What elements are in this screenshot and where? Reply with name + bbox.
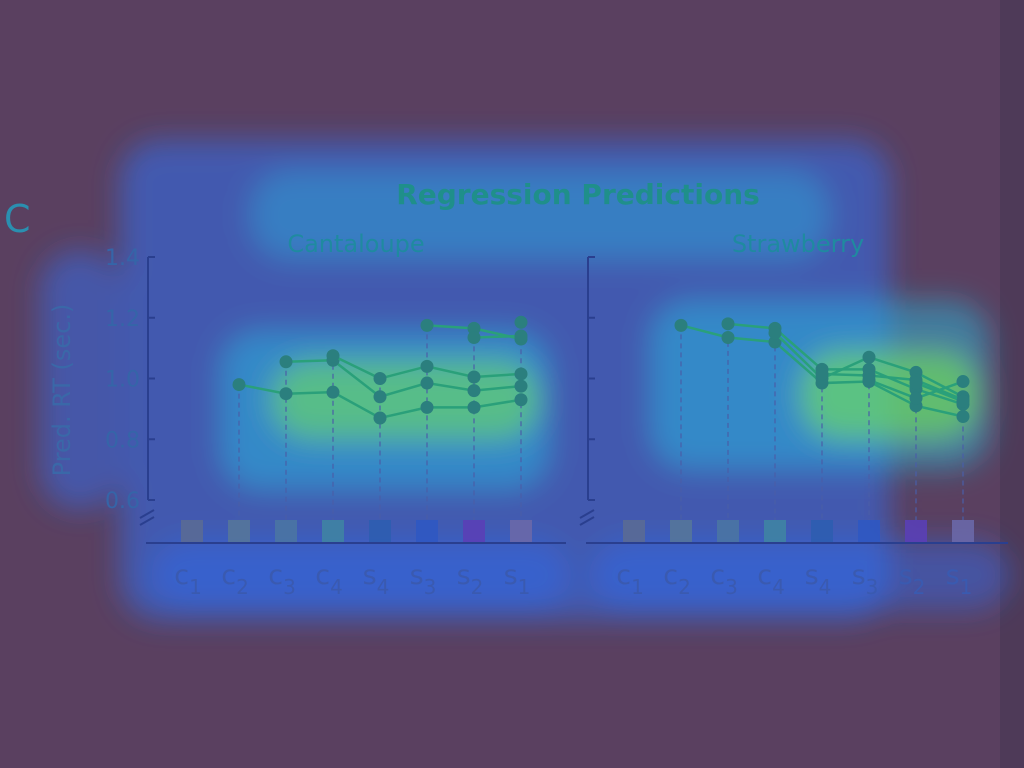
data-point	[721, 317, 735, 331]
panel-title: Cantaloupe	[287, 230, 424, 258]
data-point	[326, 349, 340, 363]
data-point	[420, 359, 434, 373]
category-square	[811, 520, 833, 542]
y-tick-label: 1.0	[105, 368, 140, 393]
category-square	[623, 520, 645, 542]
heat-blob	[40, 250, 120, 510]
axis-break-mark	[139, 509, 155, 526]
heat-blob	[800, 350, 980, 440]
category-square	[228, 520, 250, 542]
heat-blob	[150, 540, 570, 610]
panel-title: Strawberry	[732, 230, 864, 258]
data-point	[373, 390, 387, 404]
data-point	[467, 400, 481, 414]
data-point	[467, 370, 481, 384]
data-point	[956, 409, 970, 423]
data-point	[956, 375, 970, 389]
data-point	[420, 376, 434, 390]
heat-blob	[250, 170, 830, 260]
x-tick-label: c4	[757, 560, 785, 599]
y-tick-label: 0.8	[105, 428, 140, 453]
right-edge-band	[1000, 0, 1024, 768]
data-point	[279, 355, 293, 369]
data-point	[862, 350, 876, 364]
x-tick-label: c2	[663, 560, 691, 599]
x-tick-label: s2	[457, 560, 484, 599]
data-point	[514, 379, 528, 393]
data-point	[467, 321, 481, 335]
category-square	[510, 520, 532, 542]
category-square	[275, 520, 297, 542]
y-tick-label: 0.6	[105, 489, 140, 514]
data-point	[514, 329, 528, 343]
data-point	[467, 330, 481, 344]
data-point	[373, 372, 387, 385]
data-point	[373, 411, 387, 425]
x-tick-label: s2	[899, 560, 926, 599]
heat-blob	[590, 540, 1010, 610]
saliency-heat-layer	[40, 140, 1010, 620]
x-tick-label: c2	[221, 560, 249, 599]
category-square	[416, 520, 438, 542]
category-square	[181, 520, 203, 542]
data-point	[674, 318, 688, 332]
panel-letter: C	[4, 197, 31, 241]
chart-layer: Cantaloupe 0.6 0.8 1.0 1.2 1.4 Pred. RT (sec.)…	[48, 230, 1008, 599]
y-tick-label: 1.2	[105, 307, 140, 332]
data-point	[815, 367, 829, 381]
x-tick-label: s3	[410, 560, 437, 599]
x-tick-label: c4	[315, 560, 343, 599]
series-line	[915, 381, 964, 403]
category-square	[905, 520, 927, 542]
category-square	[463, 520, 485, 542]
category-square	[322, 520, 344, 542]
y-tick-label: 1.4	[105, 246, 140, 271]
x-tick-label: s4	[805, 560, 832, 599]
series-line	[285, 359, 522, 399]
series-line	[727, 322, 964, 406]
category-square	[952, 520, 974, 542]
data-point	[956, 394, 970, 408]
x-tick-label: s4	[363, 560, 390, 599]
data-point	[232, 378, 246, 392]
data-point	[420, 318, 434, 332]
x-tick-label: c3	[710, 560, 738, 599]
data-point	[420, 400, 434, 414]
x-tick-label: s1	[504, 560, 531, 599]
x-tick-label: s3	[852, 560, 879, 599]
data-point	[721, 330, 735, 344]
category-square	[369, 520, 391, 542]
data-point	[909, 391, 923, 405]
category-square	[670, 520, 692, 542]
data-point	[514, 367, 528, 381]
figure-title: Regression Predictions	[396, 178, 760, 211]
x-tick-label: c1	[174, 560, 202, 599]
data-point	[768, 335, 782, 349]
data-point	[514, 393, 528, 407]
panel-cantaloupe: Cantaloupe 0.6 0.8 1.0 1.2 1.4 Pred. RT (sec.)…	[48, 230, 566, 599]
category-square	[858, 520, 880, 542]
data-point	[768, 326, 782, 340]
category-square	[717, 520, 739, 542]
panel-strawberry: Strawberry c1 c2 c3 c4 s4 s3 s2 s1	[579, 230, 1008, 599]
data-point	[862, 373, 876, 387]
data-point	[326, 385, 340, 399]
data-point	[279, 387, 293, 401]
x-tick-label: c3	[268, 560, 296, 599]
x-tick-label: c1	[616, 560, 644, 599]
series-line	[473, 334, 522, 339]
axis-break-mark	[579, 509, 595, 526]
y-axis-label: Pred. RT (sec.)	[48, 304, 76, 477]
x-tick-label: s1	[946, 560, 973, 599]
data-point	[467, 384, 481, 398]
category-square	[764, 520, 786, 542]
data-point	[909, 376, 923, 390]
data-point	[514, 315, 528, 329]
